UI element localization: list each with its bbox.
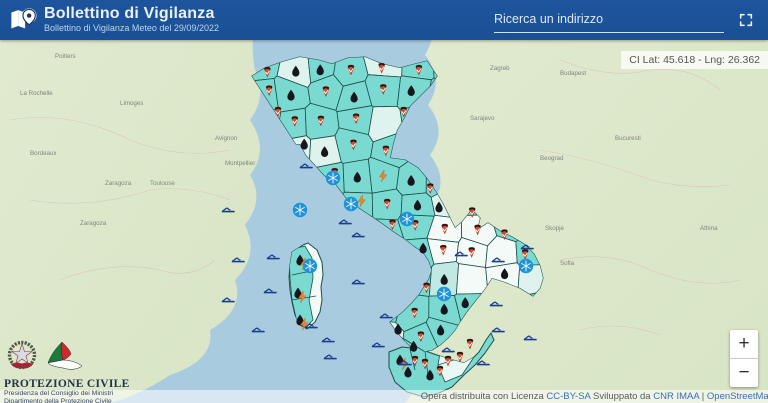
svg-text:Zaragoza: Zaragoza (80, 220, 107, 227)
svg-text:Avignon: Avignon (215, 135, 238, 142)
svg-text:Poitiers: Poitiers (55, 53, 76, 60)
svg-text:Budapest: Budapest (560, 70, 586, 77)
svg-text:La Rochelle: La Rochelle (20, 90, 53, 97)
svg-text:Sofia: Sofia (560, 260, 575, 267)
svg-text:Limoges: Limoges (120, 100, 143, 107)
svg-text:Toulouse: Toulouse (150, 180, 175, 187)
svg-text:Bucuresti: Bucuresti (615, 135, 641, 142)
svg-text:Skopje: Skopje (545, 225, 564, 232)
svg-text:Zagreb: Zagreb (490, 65, 510, 72)
svg-text:Sarajevo: Sarajevo (470, 115, 495, 122)
svg-text:Zaragoza: Zaragoza (105, 180, 132, 187)
svg-text:Montpellier: Montpellier (225, 160, 255, 167)
svg-text:Bordeaux: Bordeaux (30, 150, 57, 157)
svg-text:Beograd: Beograd (540, 155, 564, 162)
svg-text:Athina: Athina (700, 225, 718, 232)
